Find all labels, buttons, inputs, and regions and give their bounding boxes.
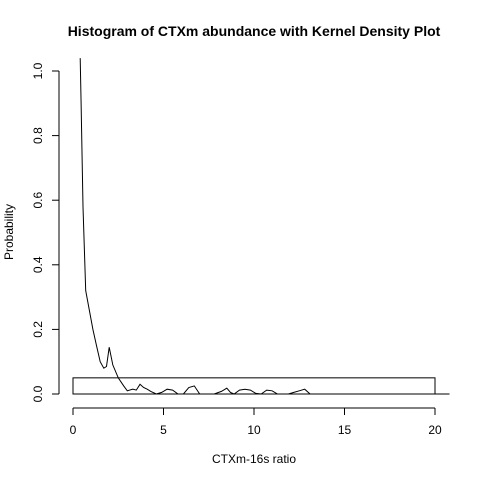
density-curve-group <box>79 58 450 395</box>
density-curve <box>79 58 450 395</box>
x-tick-label: 0 <box>70 423 77 437</box>
y-tick-label: 0.2 <box>31 321 45 338</box>
y-axis-label: Probability <box>2 204 16 260</box>
histogram-bars <box>72 377 436 395</box>
chart-title: Histogram of CTXm abundance with Kernel … <box>68 23 441 39</box>
y-tick-label: 0.4 <box>31 256 45 273</box>
x-tick-label: 15 <box>338 423 352 437</box>
y-tick-label: 1.0 <box>31 62 45 79</box>
y-tick-label: 0.0 <box>31 385 45 402</box>
x-tick-label: 10 <box>247 423 261 437</box>
y-tick-label: 0.8 <box>31 127 45 144</box>
x-axis-label: CTXm-16s ratio <box>212 452 296 466</box>
y-tick-label: 0.6 <box>31 192 45 209</box>
x-tick-label: 5 <box>160 423 167 437</box>
x-tick-label: 20 <box>428 423 442 437</box>
histogram-bar <box>72 377 436 395</box>
axes: 0 5 10 15 20 0.0 0.2 0.4 0.6 0.8 1.0 <box>31 62 442 437</box>
